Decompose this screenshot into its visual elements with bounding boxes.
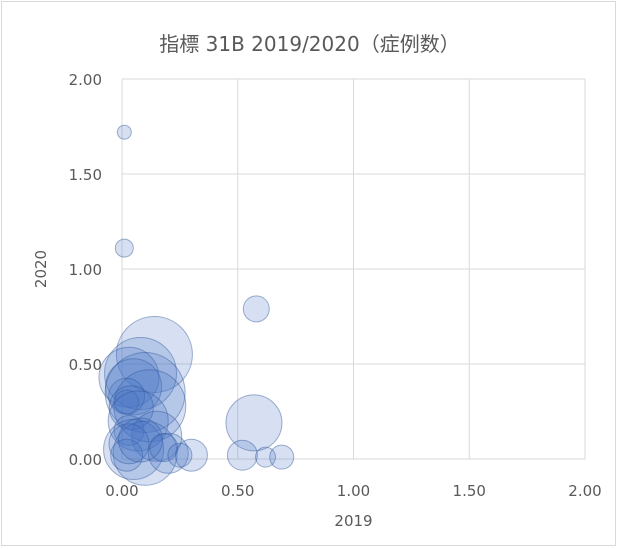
bubble-series (98, 124, 295, 486)
bubble-point (226, 439, 258, 471)
bubble-point (110, 438, 144, 472)
x-tick-label: 1.50 (453, 482, 486, 500)
bubble-point (104, 337, 178, 410)
bubble-point (116, 124, 132, 140)
bubble-point (108, 385, 154, 431)
y-tick-labels: 0.00 0.50 1.00 1.50 2.00 (69, 71, 102, 469)
bubble-point (105, 358, 163, 416)
y-tick-label: 1.00 (69, 261, 102, 279)
bubble-point (167, 442, 193, 468)
grid-lines (121, 78, 586, 460)
bubble-point (118, 417, 164, 463)
bubble-point (269, 444, 295, 470)
y-axis-label: 2020 (32, 250, 50, 288)
bubble-point (115, 316, 193, 393)
bubble-point (131, 410, 183, 462)
bubble-point (113, 369, 187, 443)
bubble-point (174, 438, 208, 472)
y-tick-label: 1.50 (69, 166, 102, 184)
x-tick-label: 1.00 (337, 482, 370, 500)
bubble-point (103, 419, 165, 480)
bubble-point (114, 238, 134, 258)
bubble-point (108, 377, 146, 415)
bubble-point (149, 433, 179, 463)
chart-title: 指標 31B 2019/2020（症例数） (159, 32, 460, 56)
x-axis-label: 2019 (334, 512, 372, 530)
bubble-point (112, 420, 178, 486)
bubble-point (98, 346, 160, 408)
x-tick-label: 2.00 (568, 482, 601, 500)
y-tick-label: 0.00 (69, 451, 102, 469)
bubble-point (107, 390, 169, 452)
bubble-point (225, 394, 283, 452)
bubble-point (242, 295, 270, 323)
bubble-point (255, 446, 277, 468)
bubble-point (104, 352, 186, 433)
y-tick-label: 2.00 (69, 71, 102, 89)
y-tick-label: 0.50 (69, 356, 102, 374)
bubble-point (147, 432, 189, 474)
bubble-point (113, 415, 145, 446)
bubble-point (114, 389, 140, 415)
x-tick-label: 0.00 (105, 482, 138, 500)
x-tick-label: 0.50 (221, 482, 254, 500)
x-tick-labels: 0.00 0.50 1.00 1.50 2.00 (105, 482, 601, 500)
bubble-point (108, 423, 150, 465)
